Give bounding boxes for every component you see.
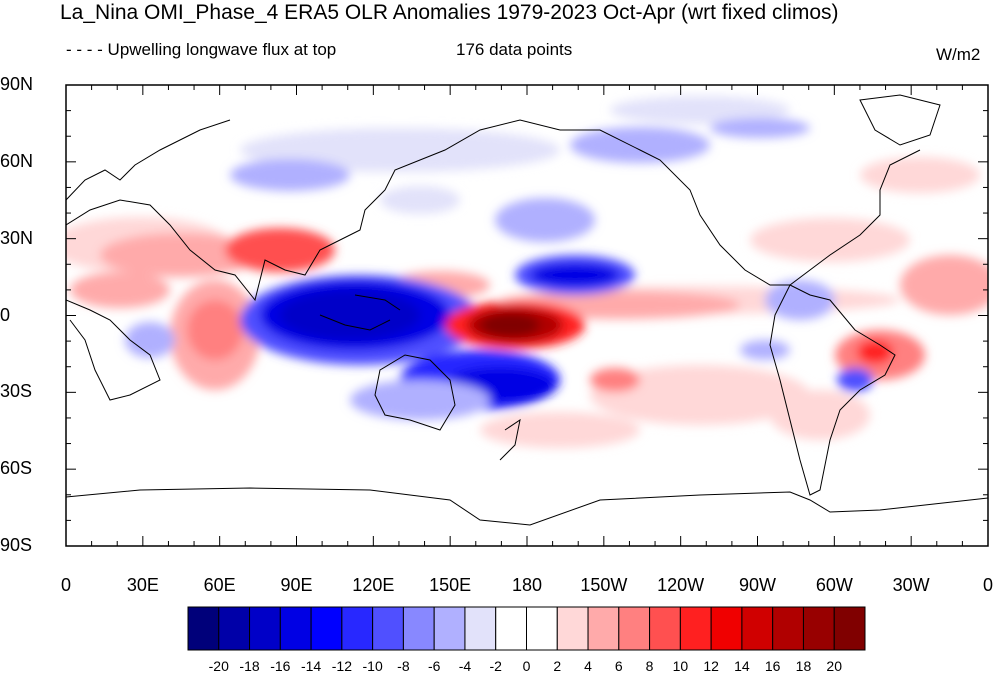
- colorbar-swatch: [464, 606, 497, 651]
- coastline-south-america: [769, 284, 896, 496]
- coastline-antarctica: [66, 487, 988, 526]
- latitude-label: 30S: [0, 381, 33, 402]
- latitude-label: 90S: [0, 535, 33, 555]
- colorbar-swatch: [679, 606, 712, 651]
- colorbar-swatch: [833, 606, 866, 651]
- coastline-indonesia: [319, 294, 401, 331]
- coastline-east-africa: [66, 299, 161, 401]
- colorbar-swatch: [772, 606, 804, 651]
- colorbar-swatch: [741, 606, 774, 651]
- coastline-north-america: [560, 129, 921, 286]
- colorbar-swatch: [341, 606, 374, 651]
- colorbar-label: 10: [672, 658, 689, 674]
- coastlines: [66, 94, 988, 526]
- colorbar-label: -20: [208, 658, 229, 674]
- colorbar-label: -4: [458, 658, 472, 674]
- longitude-label: 30W: [892, 575, 930, 595]
- colorbar-label: -14: [300, 658, 322, 674]
- colorbar-label: 20: [826, 658, 843, 674]
- colorbar-label: 6: [614, 658, 623, 674]
- longitude-label: 90E: [280, 575, 313, 595]
- colorbar-swatch: [433, 606, 466, 651]
- anomaly-shading: [66, 96, 988, 448]
- colorbar-label: -12: [331, 658, 352, 674]
- anomaly-field: [66, 85, 988, 546]
- latitude-label: 60N: [0, 150, 34, 171]
- colorbar-swatch: [526, 606, 558, 651]
- colorbar-swatch: [372, 606, 404, 651]
- colorbar-swatch: [218, 606, 251, 651]
- colorbar-swatch: [279, 606, 312, 651]
- colorbar-swatch: [556, 606, 589, 651]
- colorbar-swatch: [495, 606, 527, 651]
- latitude-label: 0: [0, 304, 11, 325]
- colorbar-swatch: [187, 606, 220, 651]
- coastline-africa-eurasia: [66, 119, 561, 302]
- colorbar-label: -8: [397, 658, 410, 674]
- colorbar-label: -18: [239, 658, 260, 674]
- longitude-label: 60W: [815, 575, 853, 595]
- longitude-label: 60E: [203, 575, 236, 595]
- longitude-label: 150E: [429, 575, 472, 595]
- colorbar-swatch: [587, 606, 620, 651]
- longitude-label: 150W: [580, 575, 628, 595]
- longitude-label: 30E: [126, 575, 159, 595]
- longitude-label: 0: [60, 575, 72, 595]
- colorbar-swatch: [618, 606, 651, 651]
- colorbar-swatch: [710, 606, 743, 651]
- variable-description: - - - - Upwelling longwave flux at top: [66, 40, 337, 59]
- colorbar-label: -6: [427, 658, 441, 674]
- longitude-label: 90W: [738, 575, 777, 595]
- coastline-new-zealand: [499, 418, 521, 461]
- colorbar-label: 4: [584, 658, 592, 674]
- latitude-label: 90N: [0, 74, 34, 94]
- colorbar-label: 12: [703, 658, 719, 674]
- map-title: La_Nina OMI_Phase_4 ERA5 OLR Anomalies 1…: [60, 1, 839, 24]
- colorbar-swatch: [649, 606, 681, 651]
- coastline-greenland: [859, 94, 941, 146]
- axis-ticks: [65, 84, 989, 547]
- colorbar-swatch: [402, 606, 435, 651]
- longitude-label: 0: [982, 575, 994, 595]
- units-label: W/m2: [936, 45, 981, 64]
- coastline-australia: [374, 354, 456, 431]
- colorbar-label: 8: [645, 658, 654, 674]
- latitude-label: 30N: [0, 227, 34, 248]
- longitude-label: 120E: [352, 575, 395, 595]
- latitude-label: 60S: [0, 458, 33, 479]
- colorbar-label: 18: [795, 658, 812, 674]
- coastline-europe: [66, 119, 231, 201]
- colorbar-label: 14: [734, 658, 750, 674]
- colorbar-label: 16: [764, 658, 781, 674]
- colorbar-label: -10: [362, 658, 383, 674]
- longitude-label: 180: [511, 575, 543, 595]
- colorbar-swatch: [249, 606, 281, 651]
- colorbar-label: -2: [489, 658, 502, 674]
- colorbar-swatch: [310, 606, 343, 651]
- longitude-label: 120W: [657, 575, 705, 595]
- colorbar-swatch: [802, 606, 835, 651]
- colorbar-label: 2: [553, 658, 562, 674]
- colorbar: [187, 606, 866, 651]
- colorbar-label: 0: [522, 658, 531, 674]
- colorbar-label: -16: [270, 658, 291, 674]
- data-points-count: 176 data points: [456, 40, 573, 59]
